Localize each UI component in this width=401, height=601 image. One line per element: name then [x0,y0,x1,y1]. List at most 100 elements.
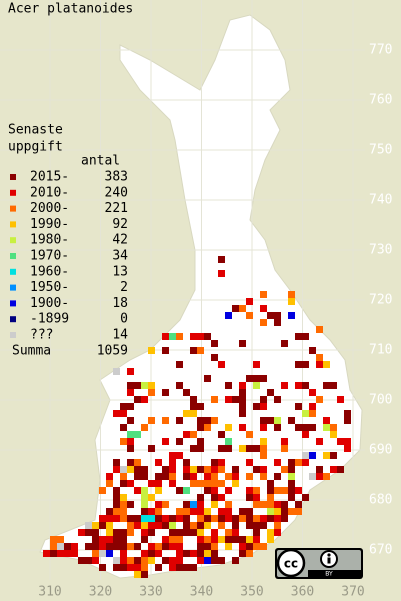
observation-square [246,459,253,466]
observation-square [99,522,106,529]
observation-square [253,487,260,494]
observation-square [183,508,190,515]
cc-by-badge: cc BY [275,548,363,579]
observation-square [204,480,211,487]
observation-square [148,494,155,501]
observation-square [141,473,148,480]
observation-square [127,522,134,529]
observation-square [281,501,288,508]
observation-square [134,557,141,564]
observation-square [246,473,253,480]
observation-square [57,543,64,550]
observation-square [204,515,211,522]
observation-square [127,389,134,396]
observation-square [106,536,113,543]
observation-square [225,529,232,536]
observation-square [71,550,78,557]
observation-square [169,529,176,536]
observation-square [267,389,274,396]
observation-square [344,445,351,452]
observation-square [232,473,239,480]
observation-square [155,564,162,571]
observation-square [260,522,267,529]
observation-square [57,550,64,557]
observation-square [330,382,337,389]
observation-square [148,515,155,522]
observation-square [162,389,169,396]
observation-square [120,403,127,410]
observation-square [197,445,204,452]
observation-square [323,452,330,459]
x-coord-label: 340 [190,585,213,600]
observation-square [211,473,218,480]
observation-square [92,550,99,557]
observation-square [246,515,253,522]
observation-square [134,459,141,466]
legend: 2015- 383 2010- 240 2000- 221 1990- 92 1980- 42 19… [10,170,128,358]
observation-square [169,473,176,480]
observation-square [106,473,113,480]
observation-square [281,340,288,347]
observation-square [274,501,281,508]
observation-square [169,452,176,459]
observation-square [176,452,183,459]
observation-square [183,529,190,536]
observation-square [113,515,120,522]
observation-square [120,508,127,515]
observation-square [204,543,211,550]
observation-square [85,529,92,536]
observation-square [127,529,134,536]
observation-square [288,312,295,319]
observation-square [183,431,190,438]
observation-square [197,494,204,501]
legend-count-heading: antal [81,154,120,169]
observation-square [141,494,148,501]
observation-square [162,543,169,550]
observation-square [316,396,323,403]
observation-square [232,557,239,564]
observation-square [239,403,246,410]
legend-swatch [10,174,16,180]
observation-square [141,550,148,557]
observation-square [337,396,344,403]
observation-square [225,382,232,389]
observation-square [211,494,218,501]
observation-square [113,543,120,550]
observation-square [267,494,274,501]
observation-square [246,431,253,438]
legend-heading: uppgift [8,140,63,155]
legend-label: 2010- [30,185,69,200]
observation-square [274,515,281,522]
observation-square [260,543,267,550]
observation-square [169,536,176,543]
observation-square [106,480,113,487]
observation-square [162,557,169,564]
observation-square [127,459,134,466]
observation-square [106,529,113,536]
observation-square [106,508,113,515]
observation-square [169,543,176,550]
observation-square [246,522,253,529]
observation-square [253,515,260,522]
observation-square [155,515,162,522]
observation-square [43,550,50,557]
observation-square [267,417,274,424]
observation-square [218,522,225,529]
x-coord-label: 310 [38,585,61,600]
observation-square [106,550,113,557]
observation-square [218,515,225,522]
observation-square [204,557,211,564]
observation-square [204,522,211,529]
observation-square [113,487,120,494]
observation-square [71,543,78,550]
observation-square [190,522,197,529]
observation-square [260,396,267,403]
observation-square [274,473,281,480]
observation-square [162,536,169,543]
observation-square [162,473,169,480]
observation-square [274,312,281,319]
observation-square [120,564,127,571]
observation-square [253,466,260,473]
observation-square [281,508,288,515]
observation-square [274,508,281,515]
